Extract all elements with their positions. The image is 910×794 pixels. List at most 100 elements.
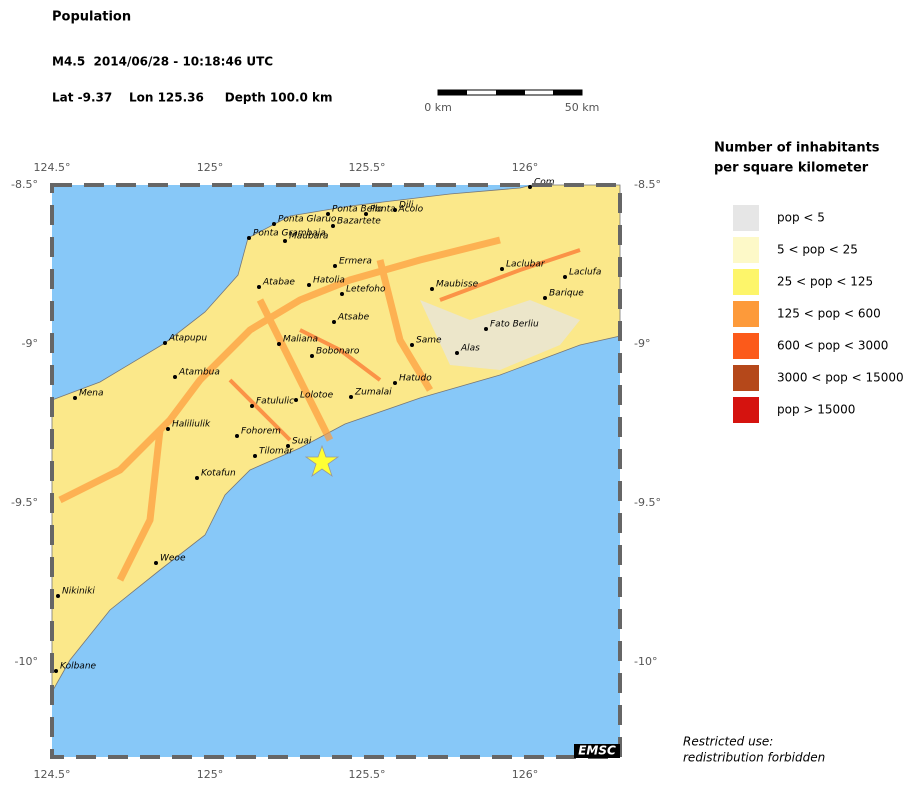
pop-dense bbox=[58, 236, 501, 582]
city-dot bbox=[307, 283, 311, 287]
city-dot bbox=[543, 296, 547, 300]
legend-swatch bbox=[733, 301, 759, 327]
lat-label: -9° bbox=[634, 337, 650, 350]
city-dot bbox=[283, 239, 287, 243]
city-dot bbox=[235, 434, 239, 438]
city-dot bbox=[250, 404, 254, 408]
city-dot bbox=[54, 669, 58, 673]
lat-label: -9.5° bbox=[634, 496, 661, 509]
scale-seg bbox=[438, 90, 467, 95]
city-label: Same bbox=[416, 336, 442, 346]
city-dot bbox=[331, 224, 335, 228]
city-label: Bazartete bbox=[337, 217, 381, 227]
badge: EMSC bbox=[578, 744, 616, 758]
legend-label: 125 < pop < 600 bbox=[777, 307, 881, 321]
city-dot bbox=[73, 396, 77, 400]
city-dot bbox=[563, 275, 567, 279]
city-dot bbox=[277, 342, 281, 346]
city-label: Maubisse bbox=[436, 280, 479, 290]
lat-label: -9° bbox=[22, 337, 38, 350]
city-dot bbox=[253, 454, 257, 458]
frame bbox=[50, 183, 622, 759]
city-label: Suai bbox=[292, 437, 312, 447]
city-label: Fatululic bbox=[256, 397, 294, 407]
city-dot bbox=[173, 375, 177, 379]
city-dot bbox=[333, 264, 337, 268]
pop-dense bbox=[228, 248, 581, 442]
pop-sparse bbox=[420, 300, 580, 370]
city-label: Com bbox=[534, 178, 555, 188]
lat-label: -8.5° bbox=[11, 178, 38, 191]
location: Lat -9.37 Lon 125.36 Depth 100.0 km bbox=[52, 91, 333, 105]
legend-label: pop < 5 bbox=[777, 211, 825, 225]
city-label: Ponta Glaruo bbox=[278, 215, 337, 225]
city-label: Atapupu bbox=[168, 334, 207, 344]
land bbox=[51, 184, 621, 694]
city-label: Kotafun bbox=[201, 469, 236, 479]
legend-title: per square kilometer bbox=[714, 161, 869, 176]
city-label: Atsabe bbox=[337, 313, 370, 323]
city-label: Barique bbox=[549, 289, 584, 299]
city-dot bbox=[484, 327, 488, 331]
city-dot bbox=[272, 222, 276, 226]
city-dot bbox=[286, 444, 290, 448]
city-label: Bobonaro bbox=[316, 347, 360, 357]
city-label: Maubara bbox=[289, 232, 328, 242]
city-label: Alas bbox=[460, 344, 480, 354]
city-label: Kolbane bbox=[60, 662, 97, 672]
lon-label: 125° bbox=[197, 768, 224, 781]
legend-label: 5 < pop < 25 bbox=[777, 243, 858, 257]
city-dot bbox=[195, 476, 199, 480]
city-label: Weoe bbox=[160, 554, 186, 564]
city-label: Ponta Bello bbox=[332, 205, 383, 215]
city-dot bbox=[455, 351, 459, 355]
lon-label: 126° bbox=[512, 768, 539, 781]
city-label: Laclufa bbox=[569, 268, 601, 278]
legend-label: 3000 < pop < 15000 bbox=[777, 371, 904, 385]
legend-swatch bbox=[733, 365, 759, 391]
title: Population bbox=[52, 10, 131, 25]
lon-label: 124.5° bbox=[34, 161, 71, 174]
lat-label: -8.5° bbox=[634, 178, 661, 191]
lon-label: 126° bbox=[512, 161, 539, 174]
city-label: Ermera bbox=[339, 257, 372, 267]
city-label: Hatudo bbox=[399, 374, 432, 384]
scale-bar: 0 km 50 km bbox=[424, 89, 600, 114]
legend-swatch bbox=[733, 333, 759, 359]
city-label: Atabae bbox=[262, 278, 295, 288]
city-dot bbox=[364, 212, 368, 216]
legend-label: pop > 15000 bbox=[777, 403, 855, 417]
city-dot bbox=[528, 185, 532, 189]
city-dot bbox=[310, 354, 314, 358]
city-label: Zumalai bbox=[354, 388, 392, 398]
city-label: Tilomar bbox=[259, 447, 294, 457]
city-label: Mena bbox=[79, 389, 104, 399]
city-label: Ponta Acolo bbox=[370, 205, 424, 215]
city-dot bbox=[332, 320, 336, 324]
city-dot bbox=[410, 343, 414, 347]
city-label: Maliana bbox=[283, 335, 318, 345]
event: M4.5 2014/06/28 - 10:18:46 UTC bbox=[52, 55, 273, 69]
city-label: Hatolia bbox=[313, 276, 345, 286]
scale-start: 0 km bbox=[424, 101, 452, 114]
city-dot bbox=[294, 398, 298, 402]
lat-label: -10° bbox=[15, 655, 38, 668]
city-label: Letefoho bbox=[346, 285, 386, 295]
city-dot bbox=[430, 287, 434, 291]
legend-swatch bbox=[733, 397, 759, 423]
lat-label: -10° bbox=[634, 655, 657, 668]
city-label: Laclubar bbox=[506, 260, 546, 270]
city-dot bbox=[56, 594, 60, 598]
legend-swatch bbox=[733, 237, 759, 263]
city-dot bbox=[154, 561, 158, 565]
city-label: Nikiniki bbox=[62, 587, 95, 597]
scale-end: 50 km bbox=[565, 101, 600, 114]
lat-label: -9.5° bbox=[11, 496, 38, 509]
city-dot bbox=[393, 381, 397, 385]
city-dot bbox=[257, 285, 261, 289]
badge-box bbox=[574, 744, 620, 758]
city-dot bbox=[247, 236, 251, 240]
legend-label: 600 < pop < 3000 bbox=[777, 339, 888, 353]
